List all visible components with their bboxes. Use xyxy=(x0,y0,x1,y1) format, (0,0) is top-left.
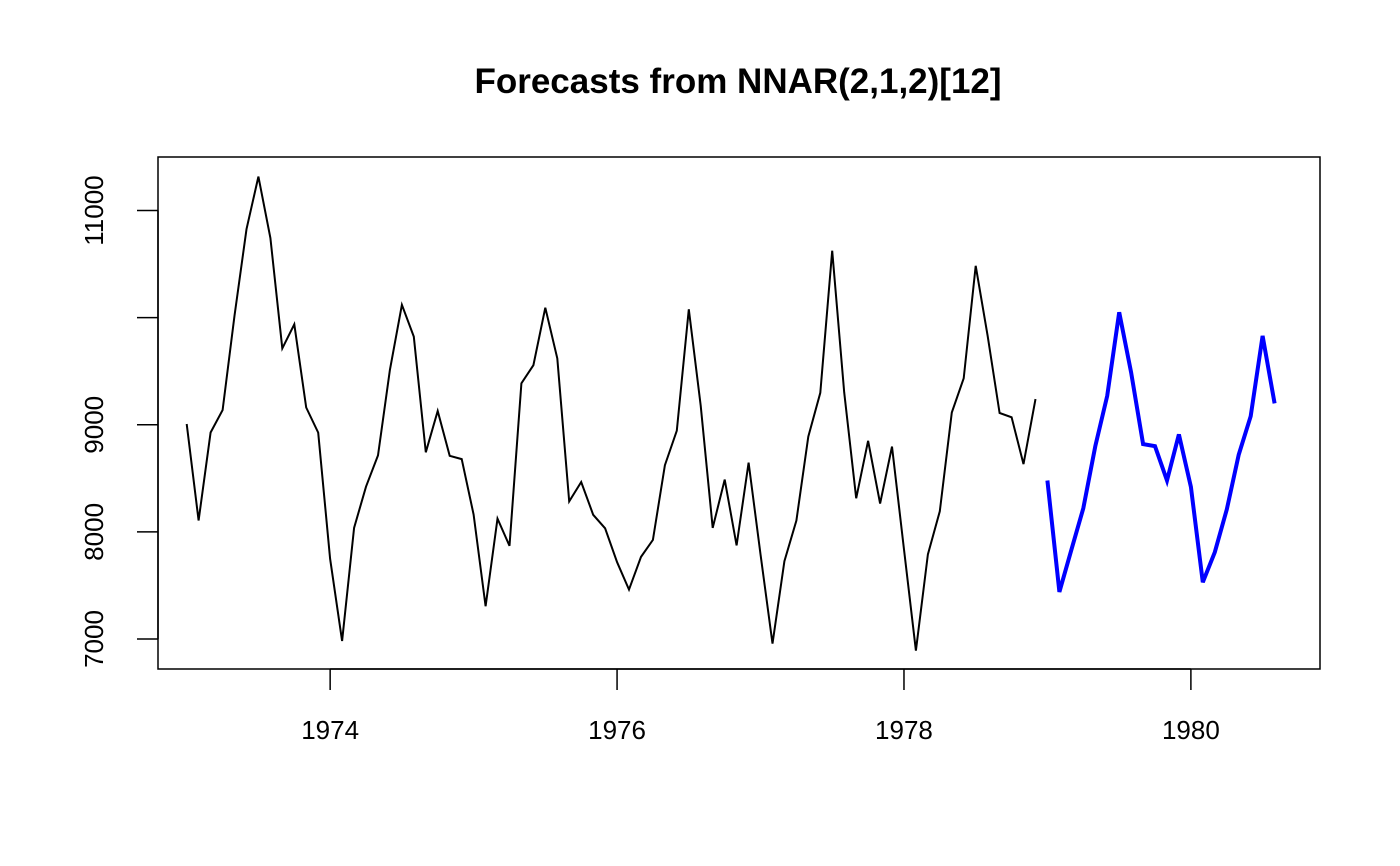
chart-title: Forecasts from NNAR(2,1,2)[12] xyxy=(474,62,1001,101)
x-tick-label: 1974 xyxy=(301,715,359,745)
x-tick-label: 1978 xyxy=(875,715,933,745)
y-tick-label: 8000 xyxy=(79,503,109,561)
y-tick-label: 11000 xyxy=(79,175,109,245)
x-tick-label: 1980 xyxy=(1162,715,1220,745)
forecast-series-line xyxy=(1045,311,1277,593)
plot-frame xyxy=(157,156,1321,670)
observed-series-line xyxy=(185,176,1037,651)
x-tick-label: 1976 xyxy=(588,715,646,745)
series-layer xyxy=(185,176,1277,651)
x-axis: 1974 1976 1978 1980 xyxy=(301,668,1220,745)
y-tick-label: 7000 xyxy=(79,610,109,668)
y-tick-label: 9000 xyxy=(79,396,109,454)
y-axis: 7000 8000 9000 11000 xyxy=(79,175,159,668)
